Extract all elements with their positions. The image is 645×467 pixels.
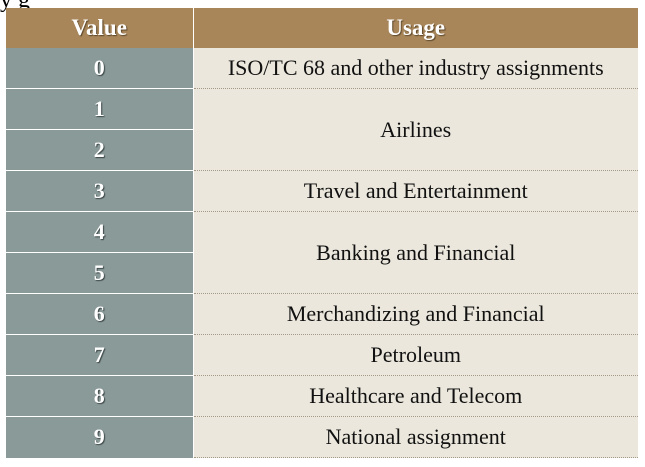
value-cell: 2 [6, 129, 194, 171]
value-cell: 8 [6, 375, 194, 417]
usage-cell: Travel and Entertainment [193, 170, 638, 212]
header-usage: Usage [193, 8, 638, 48]
cropped-heading-text: y g [0, 0, 30, 13]
value-cell: 6 [6, 293, 194, 335]
table-row: 8 Healthcare and Telecom [6, 375, 638, 417]
table-row: 6 Merchandizing and Financial [6, 293, 638, 335]
table-row: 3 Travel and Entertainment [6, 170, 638, 212]
table-row: 5 [6, 252, 638, 294]
usage-cell: Petroleum [193, 334, 638, 376]
usage-cell: ISO/TC 68 and other industry assignments [193, 48, 638, 89]
usage-cell: Merchandizing and Financial [193, 293, 638, 335]
value-cell: 5 [6, 252, 194, 294]
value-cell: 0 [6, 48, 194, 89]
value-cell: 9 [6, 416, 194, 458]
value-cell: 4 [6, 211, 194, 253]
value-cell: 3 [6, 170, 194, 212]
value-cell: 7 [6, 334, 194, 376]
usage-cell: Banking and Financial [193, 211, 638, 294]
usage-cell: Airlines [193, 88, 638, 171]
table-row: 0 ISO/TC 68 and other industry assignmen… [6, 48, 638, 89]
usage-cell: National assignment [193, 416, 638, 458]
header-value: Value [6, 8, 194, 48]
table-row: 9 National assignment [6, 416, 638, 458]
table-row: 7 Petroleum [6, 334, 638, 376]
value-cell: 1 [6, 88, 194, 130]
table-row: 4 Banking and Financial [6, 211, 638, 294]
table-row: 2 [6, 129, 638, 171]
usage-cell: Healthcare and Telecom [193, 375, 638, 417]
header-row: Value Usage [6, 8, 638, 48]
table-row: 1 Airlines [6, 88, 638, 171]
value-usage-table: Value Usage 0 ISO/TC 68 and other indust… [6, 8, 638, 458]
